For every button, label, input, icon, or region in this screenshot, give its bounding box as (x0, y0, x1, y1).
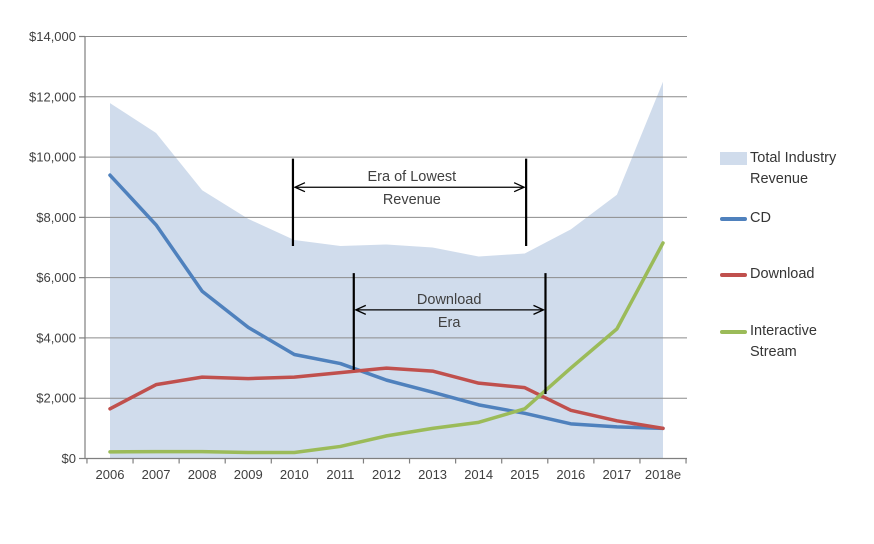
arrowhead-left-icon (354, 304, 367, 315)
chart-legend: Total Industry Revenue CD Download Inter… (720, 0, 870, 544)
x-axis-label: 2017 (602, 467, 631, 482)
total-industry-revenue-area (110, 81, 663, 459)
arrowhead-right-icon (533, 304, 546, 315)
x-axis-label: 2013 (418, 467, 447, 482)
legend-label-cd: CD (750, 210, 771, 226)
axis-labels: $0 $2,000 $4,000 $6,000 $8,000 $10,000 $12,000… (29, 29, 681, 482)
y-axis-label: $14,000 (29, 29, 76, 44)
legend-label-interactive-stream: Interactive Stream (750, 323, 817, 360)
arrowhead-left-icon (293, 182, 306, 193)
y-axis-label: $0 (62, 451, 76, 466)
x-axis-label: 2006 (96, 467, 125, 482)
download-line (108, 366, 665, 431)
line-swatch-icon (720, 217, 747, 221)
x-axis-label: 2009 (234, 467, 263, 482)
y-axis-label: $2,000 (36, 391, 76, 406)
x-axis-label: 2015 (510, 467, 539, 482)
x-axis-label: 2012 (372, 467, 401, 482)
annotation-download-era: Download Era (352, 273, 547, 394)
x-axis-label: 2016 (556, 467, 585, 482)
annotation-text: Era of Lowest (368, 169, 457, 185)
area-swatch-icon (720, 152, 747, 165)
annotation-era-of-lowest-revenue: Era of Lowest Revenue (291, 158, 528, 246)
line-swatch-icon (720, 273, 747, 277)
y-axis-label: $6,000 (36, 270, 76, 285)
annotation-text: Revenue (383, 192, 441, 208)
arrowhead-right-icon (513, 182, 526, 193)
x-axis-label: 2007 (142, 467, 171, 482)
line-swatch-icon (720, 330, 747, 334)
x-axis-label: 2018e (645, 467, 681, 482)
legend-item-download[interactable]: Download (720, 264, 862, 285)
y-axis-label: $8,000 (36, 210, 76, 225)
annotation-text: Era (438, 315, 462, 331)
interactive-stream-line (108, 241, 665, 455)
y-axis-label: $4,000 (36, 330, 76, 345)
axes (79, 35, 687, 464)
y-axis-label: $12,000 (29, 89, 76, 104)
y-axis-label: $10,000 (29, 150, 76, 165)
legend-label-download: Download (750, 266, 815, 282)
x-axis-label: 2010 (280, 467, 309, 482)
cd-line (108, 173, 665, 431)
legend-item-cd[interactable]: CD (720, 208, 862, 229)
x-axis-label: 2011 (326, 467, 354, 482)
x-axis-label: 2014 (464, 467, 493, 482)
annotation-text: Download (417, 292, 482, 308)
legend-item-total-industry-revenue[interactable]: Total Industry Revenue (720, 148, 862, 190)
legend-item-interactive-stream[interactable]: Interactive Stream (720, 321, 862, 363)
x-axis-label: 2008 (188, 467, 217, 482)
legend-label-total-industry-revenue: Total Industry Revenue (750, 150, 837, 187)
